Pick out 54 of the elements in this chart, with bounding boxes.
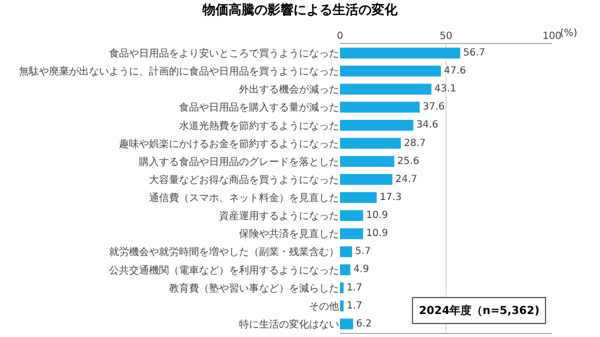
text: (%) [560,28,578,39]
bar [340,84,432,95]
data-label: 1.7 [346,282,362,294]
bar [340,264,350,276]
x-tick-label: 100 [542,31,562,42]
data-label: 17.3 [380,192,402,203]
bar [340,66,441,77]
bar [340,138,401,149]
y-tick-label: 趣味や娯楽にかけるお金を節約するようになった [119,138,339,150]
y-tick-label: 大容量などお得な商品を買うようになった [149,174,339,186]
bar [340,120,414,131]
y-tick-label: 外出する機会が減った [239,84,339,96]
data-label: 5.7 [355,246,371,258]
data-label: 56.7 [463,47,486,58]
bar [340,318,354,330]
y-tick-label: 公共交通機関（電車など）を利用するようになった [109,264,339,276]
y-tick-label: 通信費（スマホ、ネット料金）を見直した [149,192,339,204]
bar [340,102,420,113]
bar [340,246,352,258]
x-tick-label: 0 [336,31,344,42]
bar [340,192,377,203]
annotation: 2024年度（n=5,362) [419,304,540,317]
data-label: 34.6 [416,120,438,131]
chart-title: 物価高騰の影響による生活の変化 [202,2,398,18]
y-tick-label: 就労機会や就労時間を増やした（副業・残業含む） [109,246,339,258]
y-tick-label: 食品や日用品を購入する量が減った [179,102,339,114]
x-tick-label: 50 [440,31,452,42]
y-tick-label: 購入する食品や日用品のグレードを落とした [139,156,339,168]
bar [340,282,344,294]
y-tick-label: 無駄や廃棄が出ないように、計画的に食品や日用品を買うようになった [19,66,339,78]
bar [340,174,392,185]
data-label: 4.9 [353,264,370,276]
y-tick-label: 保険や共済を見直した [239,228,339,240]
y-tick-label: その他 [309,300,339,312]
bar [340,210,364,222]
data-label: 28.7 [404,138,426,149]
data-label: 43.1 [434,84,456,95]
y-tick-label: 水道光熱費を節約するようになった [179,120,339,132]
y-tick-label: 教育費（塾や習い事など）を減らした [169,282,339,294]
y-tick-label: 食品や日用品をより安いところで買うようになった [109,48,339,60]
data-label: 25.6 [397,156,420,167]
data-label: 37.6 [422,102,445,113]
data-label: 24.7 [395,174,418,185]
y-tick-label: 資産運用するようになった [219,210,339,222]
bar [340,156,394,167]
data-label: 10.9 [366,228,388,240]
bar [340,300,344,312]
data-label: 6.2 [356,318,372,330]
data-label: 1.7 [346,300,362,312]
y-tick-label: 特に生活の変化はない [239,318,339,330]
data-label: 47.6 [444,66,466,77]
bar [340,228,364,240]
data-label: 10.9 [366,210,388,222]
bar [340,48,460,58]
